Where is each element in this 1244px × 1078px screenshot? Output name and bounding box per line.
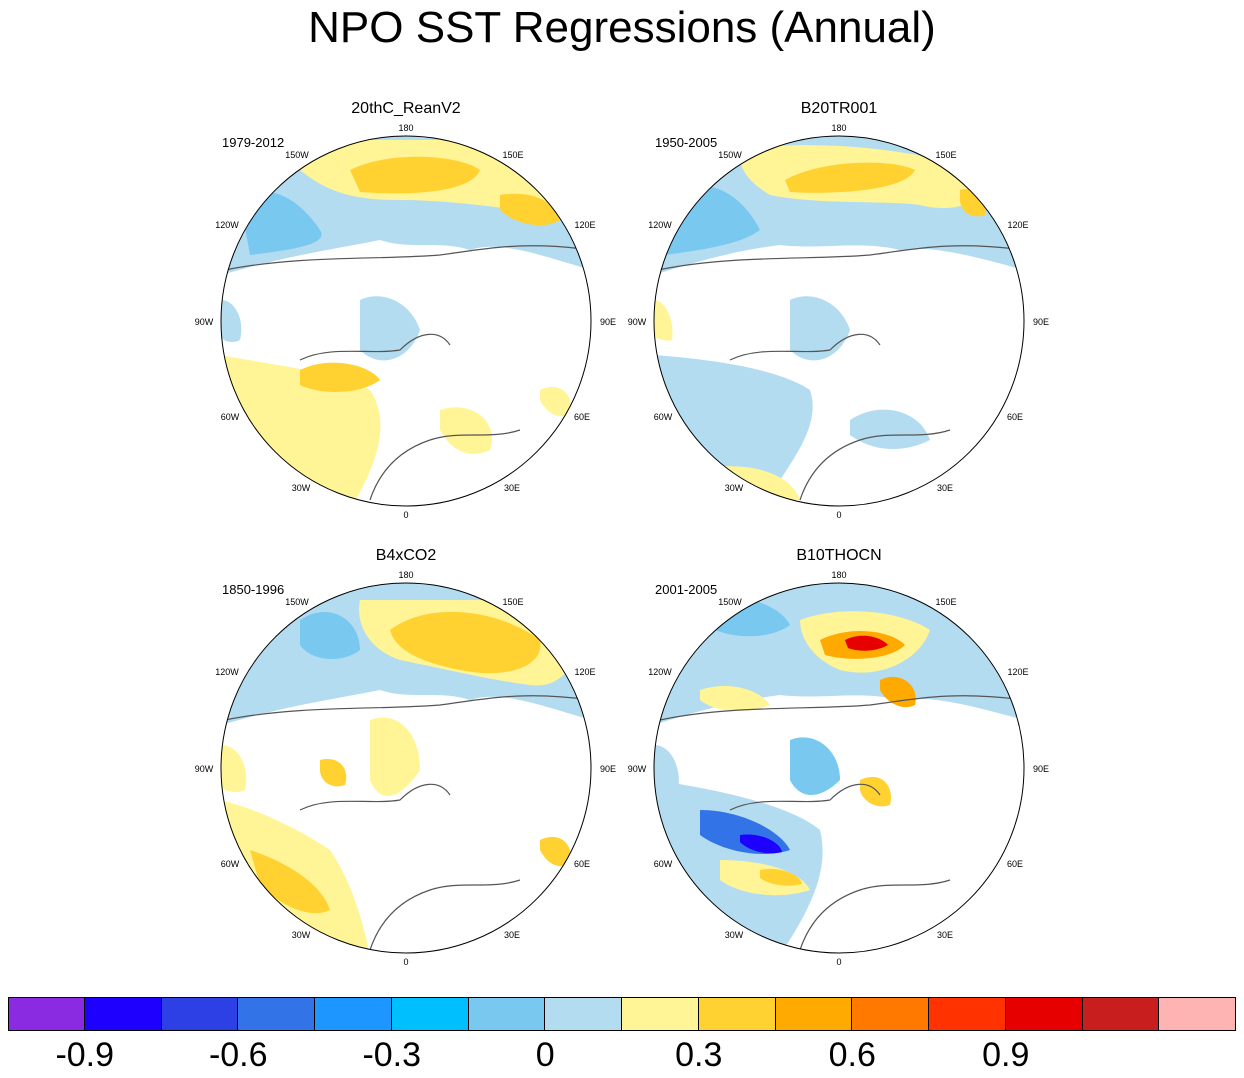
lon-label: 150E (935, 150, 956, 160)
lon-label: 90E (1033, 764, 1049, 774)
lon-label: 60E (574, 859, 590, 869)
colorbar-swatch (545, 997, 622, 1031)
lon-label: 120W (648, 667, 672, 677)
lon-label: 180 (831, 570, 846, 580)
lon-label: 90E (1033, 317, 1049, 327)
panel-b4xco2 (220, 582, 592, 954)
colorbar-swatch (622, 997, 699, 1031)
lon-label: 180 (398, 570, 413, 580)
lon-label: 90W (195, 317, 214, 327)
colorbar-swatch (315, 997, 392, 1031)
lon-label: 0 (403, 957, 408, 967)
lon-label: 0 (403, 510, 408, 520)
panel-period-3: 1850-1996 (222, 582, 284, 597)
lon-label: 150E (502, 597, 523, 607)
lon-label: 120W (215, 220, 239, 230)
lon-label: 120W (215, 667, 239, 677)
lon-label: 30E (504, 483, 520, 493)
colorbar-swatch (391, 997, 469, 1031)
lon-label: 0 (836, 510, 841, 520)
lon-label: 150E (935, 597, 956, 607)
lon-label: 30W (725, 930, 744, 940)
lon-label: 30E (937, 483, 953, 493)
lon-label: 120W (648, 220, 672, 230)
lon-label: 90W (195, 764, 214, 774)
lon-label: 90E (600, 317, 616, 327)
lon-label: 120E (574, 220, 595, 230)
panel-period-1: 1979-2012 (222, 135, 284, 150)
colorbar-swatch (468, 997, 546, 1031)
colorbar-swatch (852, 997, 929, 1031)
panel-b4xco2-field (221, 583, 591, 953)
lon-label: 90W (628, 317, 647, 327)
lon-label: 150E (502, 150, 523, 160)
colorbar-swatch (84, 997, 162, 1031)
lon-label: 60W (654, 412, 673, 422)
colorbar-swatch (929, 997, 1006, 1031)
colorbar-tick-label: -0.9 (55, 1036, 115, 1074)
lon-label: 150W (718, 150, 742, 160)
lon-label: 120E (574, 667, 595, 677)
lon-label: 180 (831, 123, 846, 133)
colorbar-tick-label: 0.3 (675, 1036, 723, 1074)
lon-label: 60W (654, 859, 673, 869)
panel-period-4: 2001-2005 (655, 582, 717, 597)
colorbar-tick-label: -0.3 (362, 1036, 422, 1074)
figure-title: NPO SST Regressions (Annual) (308, 3, 936, 52)
lon-label: 150W (285, 150, 309, 160)
colorbar-tick-label: 0.9 (982, 1036, 1030, 1074)
lon-label: 30W (292, 483, 311, 493)
colorbar-tick-label: -0.6 (208, 1036, 268, 1074)
lon-label: 60E (1007, 412, 1023, 422)
panel-b10thocn-field (654, 583, 1024, 953)
lon-label: 90W (628, 764, 647, 774)
lon-label: 30E (504, 930, 520, 940)
lon-label: 60W (221, 859, 240, 869)
lon-label: 150W (718, 597, 742, 607)
lon-label: 60E (574, 412, 590, 422)
lon-label: 180 (398, 123, 413, 133)
lon-label: 120E (1007, 667, 1028, 677)
colorbar-swatch (1005, 997, 1083, 1031)
lon-label: 30W (292, 930, 311, 940)
panel-title-4: B10THOCN (796, 547, 881, 564)
lon-label: 60W (221, 412, 240, 422)
colorbar-tick-label: 0.6 (828, 1036, 876, 1074)
lon-label: 90E (600, 764, 616, 774)
colorbar-swatch (238, 997, 315, 1031)
lon-label: 0 (836, 957, 841, 967)
colorbar-tick-label: 0 (535, 1036, 555, 1074)
colorbar-swatch (775, 997, 853, 1031)
panel-b20tr001-field (654, 136, 1024, 506)
colorbar-swatch (698, 997, 776, 1031)
colorbar-swatch (1082, 997, 1160, 1031)
colorbar-swatch (1159, 997, 1236, 1031)
colorbar-swatch (8, 997, 85, 1031)
lon-label: 30W (725, 483, 744, 493)
panel-title-1: 20thC_ReanV2 (351, 100, 461, 117)
panel-title-2: B20TR001 (801, 100, 878, 117)
panel-b10thocn (653, 582, 1025, 954)
lon-label: 150W (285, 597, 309, 607)
panel-title-3: B4xCO2 (376, 547, 437, 564)
lon-label: 120E (1007, 220, 1028, 230)
lon-label: 30E (937, 930, 953, 940)
panel-20thc-reanv2 (220, 135, 592, 507)
panel-period-2: 1950-2005 (655, 135, 717, 150)
lon-label: 60E (1007, 859, 1023, 869)
panel-20thc-field (221, 136, 591, 506)
colorbar-swatch (161, 997, 239, 1031)
panel-b20tr001 (653, 135, 1025, 507)
